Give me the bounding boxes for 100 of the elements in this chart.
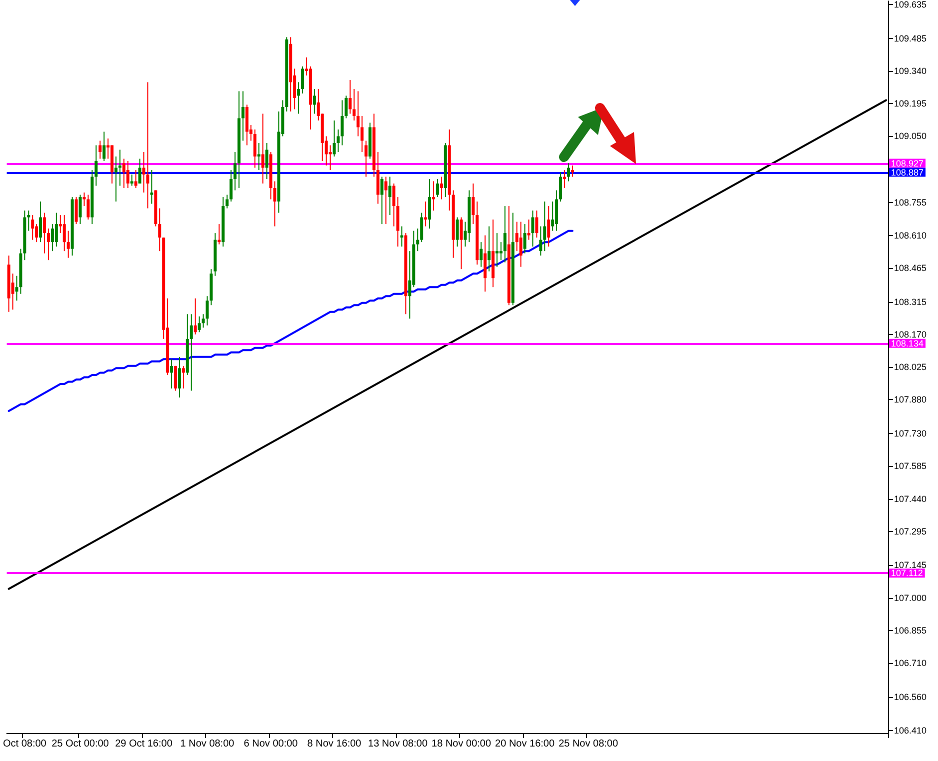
candlestick	[543, 201, 546, 252]
candlestick	[559, 172, 562, 202]
candlestick	[460, 216, 463, 270]
candlestick	[328, 144, 332, 171]
ref-line-label: 107.112	[891, 568, 923, 578]
candlestick	[78, 194, 82, 225]
candlestick	[364, 140, 368, 178]
candlestick	[234, 152, 237, 191]
y-tick-label: 109.050	[894, 131, 927, 142]
candlestick	[126, 160, 130, 189]
candlestick	[182, 365, 185, 389]
x-tick-label: 13 Nov 08:00	[368, 738, 428, 750]
candlestick	[297, 82, 300, 114]
candlestick	[440, 176, 443, 200]
candlestick	[456, 216, 459, 248]
y-tick-label: 106.710	[894, 658, 927, 668]
candlestick	[312, 88, 316, 114]
candlestick	[82, 192, 86, 207]
y-tick-label: 109.340	[894, 66, 927, 76]
candlestick	[566, 162, 570, 182]
y-tick-label: 108.755	[894, 198, 927, 208]
candlestick	[301, 66, 304, 94]
candlestick	[122, 158, 126, 189]
candlestick	[253, 128, 256, 168]
candlestick	[146, 82, 150, 209]
candlestick	[436, 178, 439, 198]
ref-line-label: 108.887	[891, 167, 924, 178]
y-tick-label: 109.635	[894, 0, 927, 10]
y-tick-label: 107.295	[894, 526, 927, 536]
candlestick	[198, 316, 201, 333]
y-tick-label: 108.025	[894, 362, 927, 372]
y-tick-label: 108.465	[894, 262, 927, 273]
y-tick-label: 107.730	[894, 428, 927, 438]
y-tick-label: 108.610	[894, 230, 927, 240]
y-tick-label: 109.195	[894, 98, 927, 109]
candlestick	[428, 178, 432, 230]
y-tick-label: 107.145	[894, 560, 927, 570]
candlestick	[499, 242, 502, 261]
candlestick	[39, 201, 42, 243]
x-tick-label: 1 Nov 08:00	[180, 738, 235, 750]
y-tick-label: 107.880	[894, 394, 927, 405]
candlestick	[190, 314, 193, 392]
ref-line-label: 108.927	[891, 158, 924, 168]
candlestick	[226, 194, 229, 209]
candlestick	[547, 206, 550, 248]
candlestick	[392, 183, 396, 227]
candlestick	[150, 170, 154, 204]
candlestick	[344, 95, 348, 119]
candlestick	[31, 214, 34, 240]
candlestick	[340, 100, 344, 146]
ref-line-label: 108.134	[891, 338, 924, 348]
candlestick	[480, 242, 483, 268]
y-tick-label: 108.315	[894, 296, 927, 307]
candlestick	[527, 219, 530, 240]
y-tick-label: 106.410	[894, 726, 927, 736]
candlestick	[551, 201, 554, 232]
candlestick	[348, 79, 352, 114]
candlestick	[118, 149, 122, 186]
candlestick	[515, 221, 518, 252]
candlestick	[384, 176, 388, 225]
candlestick	[62, 214, 66, 252]
candlestick	[261, 113, 264, 184]
candlestick	[66, 230, 70, 258]
y-tick-label: 106.855	[894, 626, 927, 636]
candlestick	[138, 158, 142, 184]
y-tick-label: 107.000	[894, 592, 927, 603]
candlestick	[539, 226, 542, 256]
candlestick	[102, 131, 106, 162]
candlestick	[54, 212, 58, 248]
x-tick-label: 18 Nov 00:00	[432, 738, 492, 750]
x-tick-label: Oct 08:00	[2, 738, 47, 750]
candlestick	[265, 142, 268, 180]
y-tick-label: 108.170	[894, 329, 927, 340]
x-tick-label: 29 Oct 16:00	[115, 738, 173, 750]
candlestick	[134, 170, 138, 189]
candlestick	[472, 183, 475, 225]
candlestick	[98, 140, 102, 160]
candlestick	[488, 226, 491, 272]
candlestick	[416, 228, 420, 252]
y-tick-label: 109.485	[894, 33, 927, 44]
y-tick-label: 106.560	[894, 692, 927, 702]
candlestick	[230, 170, 233, 202]
candlestick	[178, 356, 181, 398]
candlestick	[496, 232, 499, 268]
candlestick	[420, 212, 424, 243]
candlestick	[380, 176, 384, 225]
x-tick-label: 20 Nov 16:00	[495, 738, 555, 750]
candlestick	[356, 90, 360, 137]
candlestick	[158, 208, 162, 252]
candlestick	[170, 358, 174, 389]
candlestick	[535, 210, 538, 238]
candlestick	[94, 144, 98, 186]
candlestick	[50, 224, 54, 252]
x-tick-label: 25 Nov 08:00	[558, 738, 618, 750]
candlestick	[241, 90, 244, 142]
candlestick	[432, 180, 436, 212]
candlestick	[332, 120, 336, 158]
candlestick	[194, 298, 197, 335]
candlestick	[503, 206, 506, 263]
candlestick	[570, 165, 574, 178]
